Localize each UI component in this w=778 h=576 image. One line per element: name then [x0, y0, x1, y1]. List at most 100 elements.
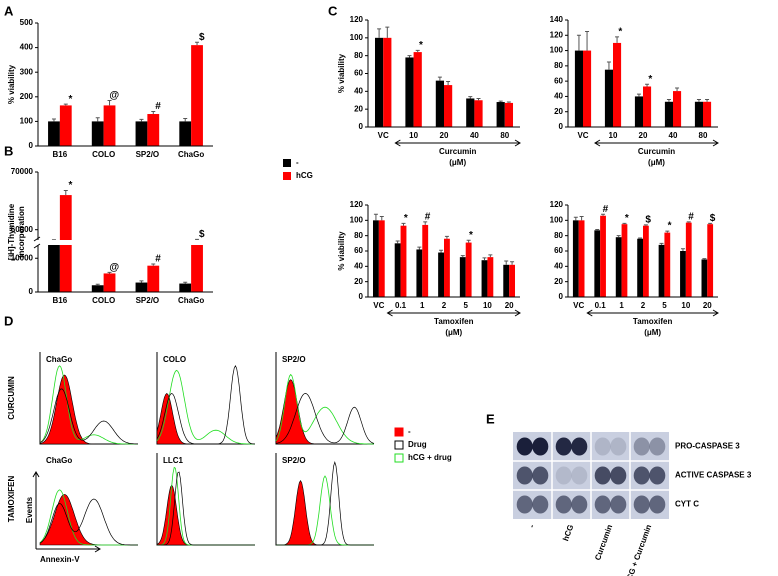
annotation: * — [69, 180, 73, 191]
y-tick-label: 100 — [350, 33, 364, 42]
bar — [594, 230, 601, 297]
hist-frame — [275, 453, 374, 546]
error-bar — [576, 34, 581, 51]
axis-break — [33, 236, 41, 249]
error-bar — [423, 221, 428, 225]
error-bar — [63, 189, 68, 196]
x-axis-label: Curcumin — [439, 147, 476, 156]
bar — [637, 238, 643, 297]
y-tick-label: 140 — [550, 15, 564, 24]
blot-dot — [571, 495, 588, 514]
x-axis-label: (μM) — [644, 328, 661, 337]
error-bar — [665, 230, 670, 233]
error-bar — [702, 258, 707, 260]
error-bar — [139, 280, 144, 283]
bar — [643, 225, 649, 297]
blot-dot — [555, 466, 572, 485]
bar — [509, 264, 516, 297]
bar — [707, 224, 714, 297]
error-bar — [686, 221, 691, 223]
y-tick-label: 80 — [354, 51, 363, 60]
annotation: * — [625, 213, 629, 224]
hist-hcg-drug — [39, 489, 138, 546]
bar — [135, 121, 148, 146]
range-arrow — [386, 309, 521, 317]
bar — [179, 283, 192, 292]
y-tick-label: 60000 — [11, 225, 34, 234]
blot-column-label: hCG — [561, 523, 575, 542]
error-bar — [417, 246, 422, 250]
bar — [496, 102, 505, 127]
x-tick-label: 80 — [699, 131, 708, 140]
legend-swatch — [394, 440, 404, 450]
bar — [583, 50, 592, 128]
hist-control — [275, 379, 374, 445]
y-tick-label: 40 — [554, 261, 563, 270]
y-tick-label: 0 — [559, 292, 564, 301]
y-tick-label: 20 — [554, 277, 563, 286]
bar — [422, 224, 429, 297]
bar — [481, 260, 488, 297]
bar — [91, 121, 104, 146]
bar — [574, 50, 583, 128]
panel-letter: B — [4, 143, 13, 158]
y-tick-label: 70000 — [11, 167, 34, 176]
annotation: $ — [645, 215, 651, 226]
bar — [572, 220, 579, 297]
hist-control — [156, 392, 255, 445]
bar — [383, 37, 392, 128]
y-axis-label: % viability — [337, 53, 346, 93]
panel-letter: E — [486, 411, 495, 426]
error-bar — [476, 97, 481, 101]
x-tick-label: 20 — [505, 301, 514, 310]
hist-control — [156, 484, 255, 546]
bar — [413, 52, 422, 127]
error-bar — [498, 100, 503, 103]
bar — [405, 57, 414, 128]
error-bar — [622, 222, 627, 225]
x-tick-label: 0.1 — [595, 301, 607, 310]
blot-dot — [633, 495, 650, 514]
bar — [400, 225, 407, 297]
hist-drug — [39, 498, 138, 546]
error-bar — [395, 240, 400, 244]
error-bar — [107, 271, 112, 274]
hist-title: COLO — [163, 355, 186, 364]
y-tick-label: 200 — [20, 92, 34, 101]
legend-label: - — [296, 158, 299, 167]
x-tick-label: VC — [373, 301, 384, 310]
x-tick-label: 5 — [662, 301, 667, 310]
legend-swatch — [394, 453, 404, 463]
bar — [621, 224, 628, 297]
error-bar — [482, 257, 487, 261]
hist-hcg-drug — [275, 373, 374, 445]
bar — [703, 101, 712, 127]
blot-column-label: - — [527, 523, 536, 529]
error-bar — [468, 96, 473, 99]
bar — [615, 237, 622, 297]
bar — [59, 105, 72, 146]
annotation: * — [404, 213, 408, 224]
bar — [374, 37, 384, 128]
hist-title: LLC1 — [163, 456, 184, 465]
row-label: CURCUMIN — [7, 376, 16, 420]
blot-dot — [571, 466, 588, 485]
bar — [604, 69, 613, 127]
bar — [658, 244, 665, 297]
x-tick-label: 20 — [639, 131, 648, 140]
x-tick-label: 2 — [641, 301, 646, 310]
error-bar — [385, 26, 390, 38]
y-tick-label: 80 — [354, 231, 363, 240]
x-axis-label: Tamoxifen — [633, 317, 673, 326]
error-bar — [151, 263, 156, 266]
error-bar — [466, 239, 471, 243]
annotation: # — [603, 204, 609, 215]
bar — [466, 98, 475, 127]
hist-drug — [275, 393, 375, 444]
blot-dot — [610, 437, 627, 456]
x-tick-label: 5 — [463, 301, 468, 310]
x-tick-label: 10 — [409, 131, 418, 140]
error-bar — [151, 111, 156, 115]
bar — [147, 265, 160, 292]
